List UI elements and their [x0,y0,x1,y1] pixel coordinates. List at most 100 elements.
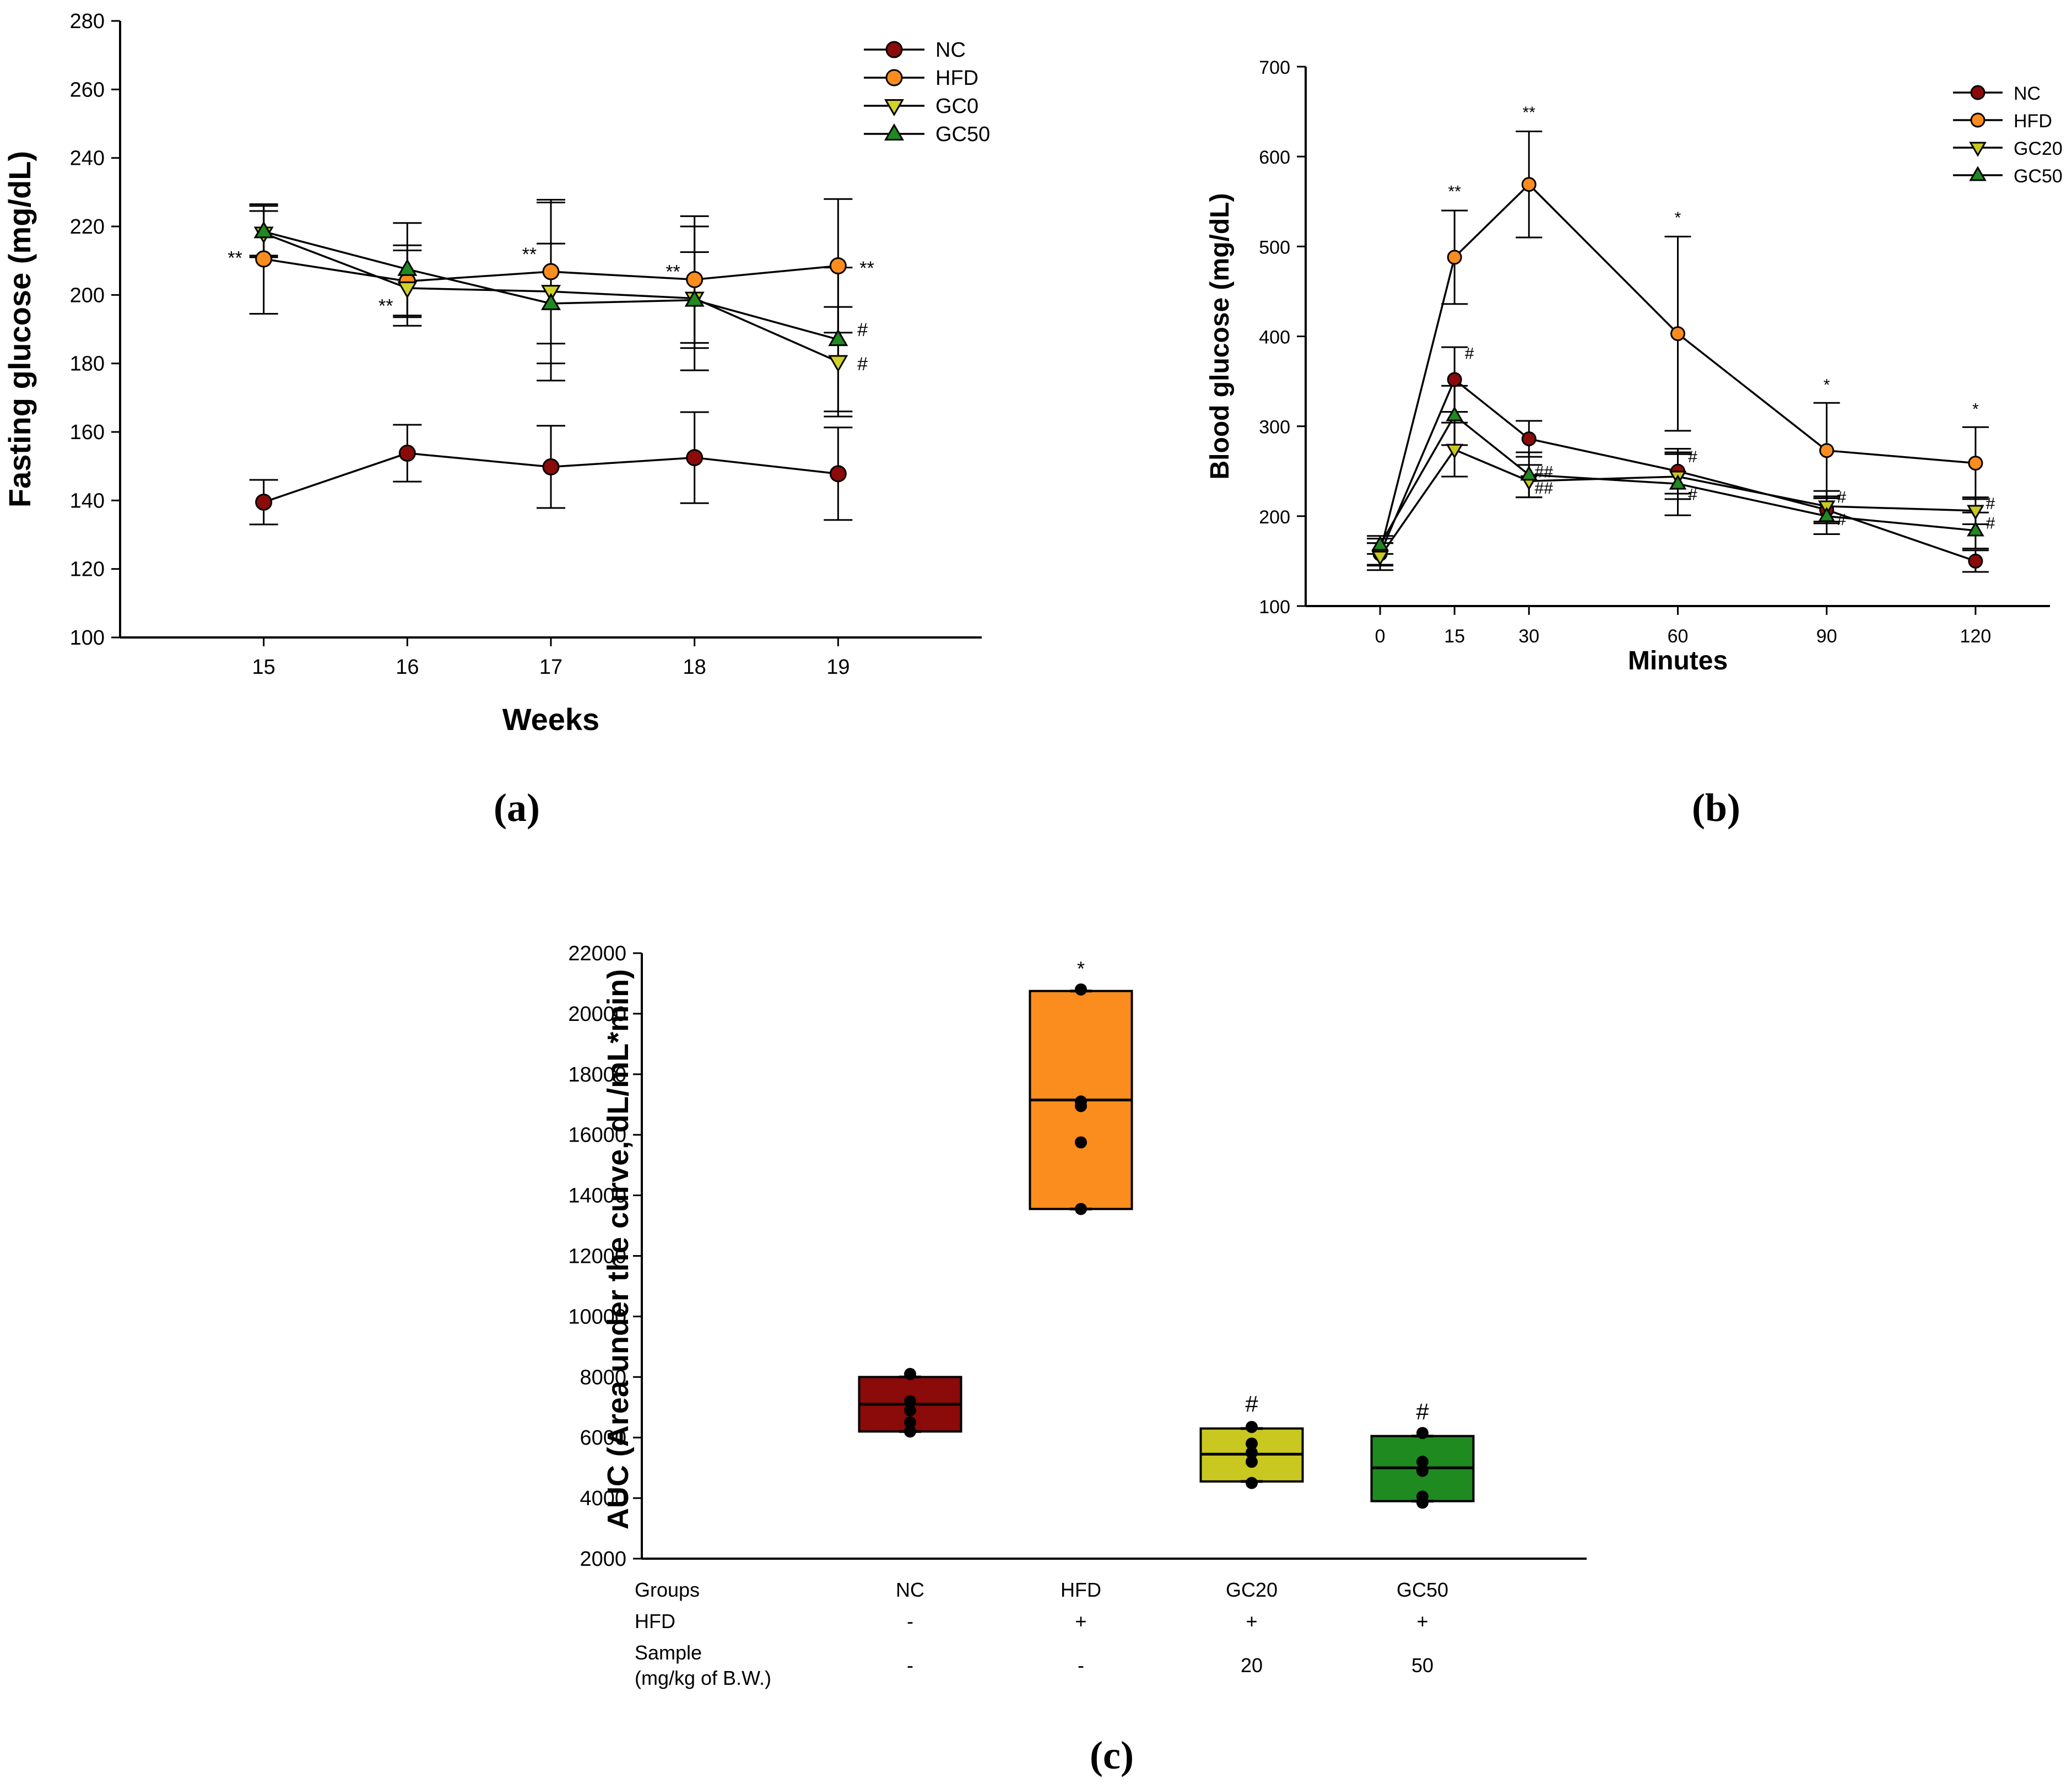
x-tick-label: 120 [1960,626,1992,647]
legend-label: HFD [935,67,978,90]
x-tick-label: 15 [252,656,275,679]
data-point [1416,1464,1429,1477]
data-point-nc [398,445,416,462]
data-point-gc0 [397,281,418,299]
y-tick-label: 600 [1259,147,1290,168]
data-point-gc50 [828,329,848,347]
y-tick-label: 20000 [568,1003,626,1026]
data-point [1246,1456,1258,1468]
data-point [1075,1203,1087,1215]
data-point [1246,1477,1258,1489]
table-cell: GC50 [1397,1578,1448,1601]
data-point-nc [542,458,560,475]
significance-mark: * [1824,376,1830,394]
y-tick-label: 6000 [580,1426,626,1450]
significance-mark: # [1688,485,1697,504]
data-point [904,1425,916,1438]
data-point-hfd [255,250,273,268]
table-cell: + [1246,1610,1257,1632]
panel-b-chart: 100 200 300 400 500 600 700 0 15 30 60 90 120 Minutes… [1205,57,2063,675]
y-tick-label: 4000 [580,1487,626,1510]
data-point [1246,1446,1258,1459]
y-tick-label: 240 [70,147,105,170]
significance-mark: ## [1535,479,1554,498]
legend-label: NC [935,39,966,62]
legend-label: HFD [2014,111,2052,132]
significance-mark: # [1416,1398,1429,1424]
data-point-hfd [1819,443,1835,458]
data-point-gc50 [1520,465,1538,481]
data-point-hfd [1521,177,1537,192]
data-point [1075,983,1087,996]
y-tick-label: 100 [1259,597,1290,618]
y-tick-label: 200 [70,284,105,307]
legend-marker-nc [885,41,903,58]
y-tick-label: 2000 [580,1548,626,1571]
significance-mark: ## [1535,463,1554,482]
series-line-gc50 [1379,414,1976,545]
data-point-nc [686,449,704,467]
significance-mark: # [1986,515,1995,533]
x-tick-label: 15 [1444,626,1465,647]
series-line-hfd [1379,183,1976,553]
x-tick-label: 19 [826,656,850,679]
significance-mark: # [857,354,868,375]
table-row-label: Sample [635,1641,702,1664]
data-point [904,1367,916,1380]
data-point-hfd [829,257,847,274]
table-cell: - [907,1654,913,1677]
legend-marker-gc50 [1969,166,1987,181]
significance-mark: * [1077,958,1085,980]
data-point-nc [1968,553,1983,569]
data-point-gc50 [1446,406,1464,421]
table-cell: - [907,1610,913,1632]
table-cell: GC20 [1226,1578,1278,1601]
y-tick-label: 12000 [568,1245,626,1268]
data-point-hfd [542,263,560,280]
significance-mark: # [1837,488,1846,506]
table-cell: 50 [1411,1654,1433,1677]
significance-mark: ** [522,244,537,265]
y-tick-label: 700 [1259,57,1290,78]
table-cell: + [1416,1610,1428,1632]
data-point-gc50 [1669,474,1687,490]
data-point-gc0 [828,355,848,372]
legend-label: NC [2014,83,2041,104]
x-tick-label: 0 [1375,626,1386,647]
y-tick-label: 500 [1259,237,1290,258]
data-point [1246,1437,1258,1450]
data-point-gc20 [1371,550,1389,566]
y-tick-label: 220 [70,215,105,239]
x-tick-label: 60 [1668,626,1689,647]
y-tick-label: 100 [70,626,105,650]
table-row-sublabel: (mg/kg of B.W.) [635,1667,771,1689]
data-point [904,1404,916,1417]
table-cell: + [1075,1610,1086,1632]
significance-mark: * [1675,209,1681,227]
x-axis-title: Minutes [1628,646,1728,675]
legend-marker-nc [1970,85,1986,100]
table-cell: NC [896,1578,924,1601]
significance-mark: ** [228,247,242,268]
y-tick-label: 120 [70,558,105,581]
data-point-gc50 [1967,521,1984,537]
x-tick-label: 30 [1518,626,1539,647]
y-axis-title: Fasting glucose (mg/dL) [2,151,37,507]
y-tick-label: 160 [70,421,105,444]
legend-label: GC0 [935,95,978,118]
legend-marker-gc0 [884,99,905,117]
y-tick-label: 260 [70,78,105,101]
significance-mark: ** [666,261,680,282]
data-point-gc50 [540,293,561,310]
significance-mark: ** [1523,104,1536,122]
y-tick-label: 200 [1259,507,1290,528]
data-point-gc50 [684,289,705,307]
significance-mark: # [857,320,868,340]
data-point-gc50 [253,221,274,239]
y-tick-label: 22000 [568,942,626,965]
significance-mark: ** [1448,183,1462,201]
legend-label: GC50 [2014,166,2063,187]
y-tick-label: 140 [70,489,105,512]
table-cell: - [1078,1654,1084,1677]
